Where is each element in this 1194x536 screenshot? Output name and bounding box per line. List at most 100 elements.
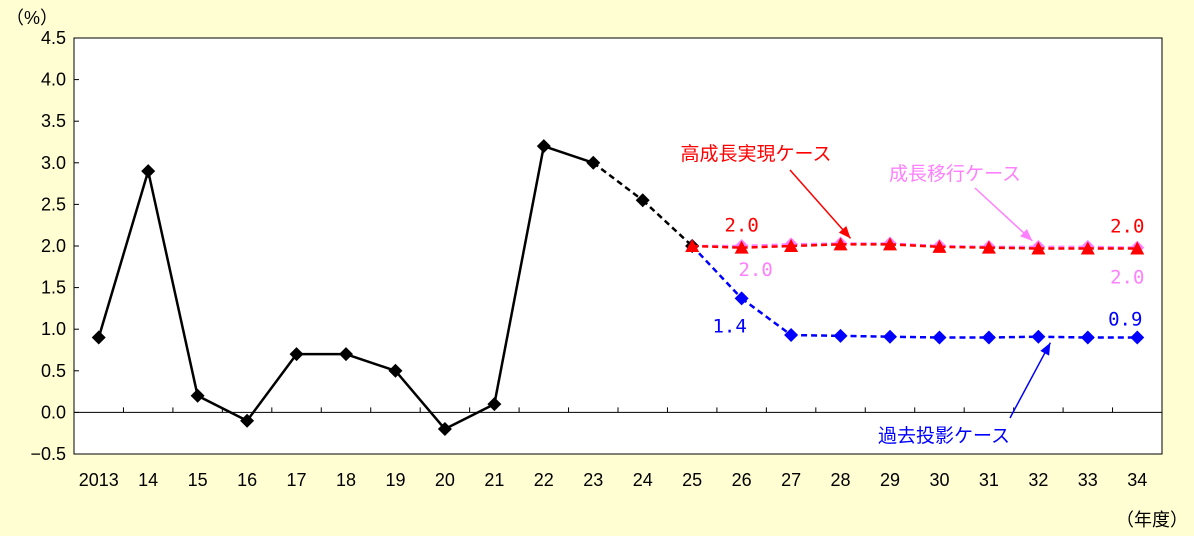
x-tick-label: 22 — [534, 470, 554, 490]
plot-area — [73, 37, 1163, 455]
data-point-diamond — [1130, 330, 1145, 345]
x-tick-label: 34 — [1127, 470, 1147, 490]
annotation-arrow-head — [838, 226, 851, 239]
y-tick-label: 2.0 — [41, 236, 66, 256]
x-tick-label: 32 — [1028, 470, 1048, 490]
data-point-triangle — [883, 237, 897, 251]
x-tick-label: 27 — [781, 470, 801, 490]
data-point-diamond — [883, 329, 897, 344]
x-tick-label: 15 — [188, 470, 208, 490]
y-tick-label: 3.0 — [41, 153, 66, 173]
series-segment-dashed — [641, 199, 694, 247]
series-segment-solid — [246, 353, 298, 422]
annotation-arrow-line — [789, 169, 852, 239]
series-segment-dashed — [791, 333, 841, 338]
series-segment-dashed — [1038, 335, 1088, 339]
x-tick-label: 31 — [979, 470, 999, 490]
annotation-label: 過去投影ケース — [878, 425, 1010, 447]
x-tick-label: 17 — [287, 470, 307, 490]
series-segment-solid — [394, 369, 446, 430]
data-point-diamond — [635, 193, 650, 208]
data-point-diamond — [91, 330, 106, 345]
annotation-arrow-head — [1020, 229, 1033, 241]
data-point-triangle — [784, 239, 799, 252]
data-point-triangle — [734, 240, 749, 254]
x-tick-label: 26 — [732, 470, 752, 490]
x-axis-unit-label: （年度） — [1116, 510, 1188, 530]
series-segment-dashed — [791, 243, 841, 248]
series-segment-dashed — [939, 245, 989, 249]
data-label: 2.0 — [738, 259, 772, 281]
data-point-triangle — [833, 237, 848, 251]
data-point-triangle — [1130, 241, 1145, 255]
data-label: 2.0 — [1110, 215, 1144, 237]
series-high — [685, 237, 1145, 255]
data-point-diamond — [586, 155, 601, 170]
data-point-diamond — [932, 330, 947, 345]
data-point-diamond — [734, 291, 749, 306]
data-point-diamond — [388, 363, 403, 378]
x-tick-label: 28 — [831, 470, 851, 490]
y-tick-label: 4.0 — [41, 70, 66, 90]
x-tick-label: 20 — [435, 470, 455, 490]
series-segment-dashed — [741, 244, 792, 249]
data-point-diamond — [1080, 330, 1095, 345]
data-point-diamond — [339, 347, 353, 362]
data-point-triangle — [1080, 241, 1095, 255]
data-point-triangle — [1031, 241, 1046, 255]
series-layer — [91, 139, 1145, 437]
x-tick-label: 18 — [336, 470, 356, 490]
data-point-diamond — [240, 413, 255, 428]
axes: 4.5 4.0 3.5 3.0 2.5 2.0 1.5 1.0 0.5 0.0 −0.5 2013 14… — [30, 28, 1162, 490]
series-segment-solid — [197, 394, 248, 422]
data-point-triangle — [932, 239, 947, 253]
x-tick-label: 21 — [484, 470, 504, 490]
x-tick-label: 29 — [880, 470, 900, 490]
y-axis-unit-label: （%） — [6, 8, 58, 28]
data-point-diamond — [141, 164, 156, 179]
annotation-arrow-line — [974, 187, 1033, 242]
data-point-diamond — [536, 139, 551, 154]
series-segment-dashed — [988, 246, 1039, 250]
series-segment-dashed — [592, 161, 644, 202]
series-segment-solid — [146, 170, 199, 397]
x-tick-label: 30 — [929, 470, 949, 490]
y-tick-label: −0.5 — [30, 444, 66, 464]
annotation-label: 成長移行ケース — [889, 163, 1021, 185]
series-segment-dashed — [988, 335, 1039, 339]
data-label: 2.0 — [724, 215, 758, 237]
series-segment-dashed — [889, 335, 940, 339]
data-label: 2.0 — [1110, 267, 1144, 289]
x-tick-label: 33 — [1078, 470, 1098, 490]
series-segment-dashed — [691, 245, 743, 300]
data-point-diamond — [190, 388, 205, 403]
series-segment-solid — [543, 144, 594, 164]
y-tick-label: 3.5 — [41, 111, 66, 131]
data-point-diamond — [487, 397, 502, 412]
x-tick-label: 24 — [633, 470, 653, 490]
annotation-label: 高成長実現ケース — [680, 143, 831, 165]
x-tick-label: 23 — [583, 470, 603, 490]
data-point-diamond — [784, 328, 799, 343]
series-segment-dashed — [889, 243, 940, 249]
x-tick-label: 19 — [385, 470, 405, 490]
y-tick-label: 1.0 — [41, 319, 66, 339]
x-tick-label: 25 — [682, 470, 702, 490]
x-tick-label: 14 — [138, 470, 158, 490]
series-segment-solid — [97, 170, 150, 338]
y-tick-label: 0.5 — [41, 361, 66, 381]
data-point-diamond — [981, 330, 996, 345]
series-segment-dashed — [840, 334, 891, 338]
x-tick-label: 2013 — [79, 470, 119, 490]
data-point-diamond — [833, 328, 848, 343]
data-label: 0.9 — [1108, 309, 1142, 331]
data-point-diamond — [289, 347, 304, 362]
series-segment-solid — [444, 402, 495, 431]
y-tick-label: 2.5 — [41, 194, 66, 214]
series-segment-solid — [345, 352, 396, 372]
series-actual — [91, 139, 700, 437]
x-tick-label: 16 — [237, 470, 257, 490]
y-tick-label: 4.5 — [41, 28, 66, 48]
y-tick-label: 1.5 — [41, 278, 66, 298]
